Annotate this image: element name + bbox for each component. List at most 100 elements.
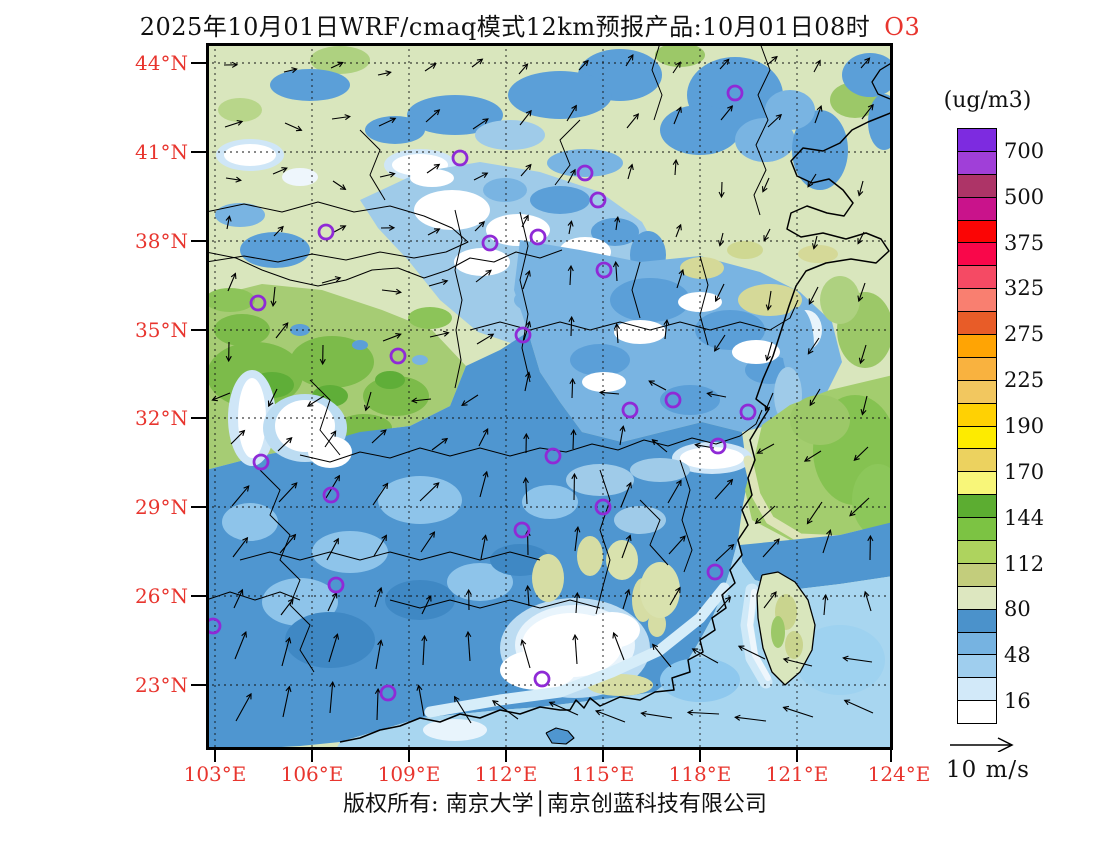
- field-blob: [614, 506, 666, 534]
- colorbar-cell: [958, 357, 996, 381]
- lat-tick-label: 38°N: [135, 229, 188, 253]
- field-blob: [660, 385, 720, 415]
- lat-tick-mark: [191, 595, 206, 597]
- colorbar-cell: [958, 312, 996, 336]
- wind-arrowhead: [461, 400, 468, 406]
- wind-arrow: [324, 430, 337, 448]
- wind-arrow: [524, 372, 530, 392]
- wind-arrowhead: [287, 598, 294, 605]
- city-marker: [481, 234, 499, 252]
- lon-tick-label: 121°E: [765, 762, 829, 786]
- wind-arrow: [428, 280, 448, 287]
- wind-arrow: [425, 109, 440, 123]
- field-blob: [375, 371, 405, 389]
- wind-arrowhead: [290, 533, 297, 541]
- field-blob: [308, 436, 352, 468]
- wind-arrowhead: [416, 684, 423, 691]
- wind-arrow: [375, 640, 382, 670]
- colorbar-cell: [958, 403, 996, 427]
- wind-arrowhead: [285, 685, 292, 693]
- boundary-line: [639, 499, 669, 566]
- lat-tick-label: 32°N: [135, 406, 188, 430]
- colorbar-tick-label: 170: [1004, 459, 1045, 484]
- wind-arrowhead: [491, 700, 499, 706]
- wind-arrowhead: [822, 593, 829, 601]
- wind-arrow: [365, 391, 372, 411]
- field-blob: [790, 395, 850, 445]
- field-blob: [290, 336, 374, 388]
- wind-arrowhead: [627, 53, 634, 61]
- wind-arrow: [519, 110, 532, 126]
- wind-arrow: [720, 105, 733, 121]
- wind-arrowhead: [843, 699, 851, 706]
- wind-arrowhead: [230, 272, 237, 280]
- field-blob: [222, 503, 278, 541]
- wind-arrow: [278, 482, 298, 503]
- wind-arrow: [574, 527, 579, 552]
- city-marker: [317, 223, 335, 241]
- wind-arrow: [569, 265, 572, 286]
- wind-arrowhead: [482, 118, 489, 125]
- wind-arrow: [814, 105, 822, 124]
- wind-arrow: [853, 446, 869, 461]
- wind-arrowhead: [478, 220, 486, 228]
- wind-arrowhead: [803, 456, 811, 462]
- wind-arrowhead: [277, 225, 284, 233]
- city-marker: [322, 486, 340, 504]
- wind-arrow: [822, 530, 831, 554]
- wind-arrow: [720, 181, 723, 198]
- wind-arrow: [376, 688, 379, 721]
- wind-arrow: [574, 635, 578, 665]
- wind-arrow: [472, 118, 489, 130]
- wind-arrowhead: [235, 176, 242, 183]
- wind-arrowhead: [237, 588, 244, 596]
- field-blob: [732, 340, 780, 364]
- wind-arrowhead: [389, 171, 396, 178]
- wind-arrow: [272, 286, 276, 306]
- wind-arrow: [522, 270, 531, 290]
- field-blob: [795, 625, 885, 695]
- field-blob: [508, 71, 612, 119]
- wind-arrowhead: [686, 709, 694, 716]
- map-border: [206, 43, 893, 750]
- wind-arrow: [715, 544, 734, 562]
- wind-arrow: [231, 485, 250, 507]
- boundary-line: [206, 201, 469, 263]
- wind-arrowhead: [395, 288, 403, 295]
- city-marker: [621, 401, 639, 419]
- wind-arrowhead: [572, 633, 579, 641]
- field-blob: [410, 169, 454, 187]
- boundary-line: [206, 591, 301, 601]
- wind-arrowhead: [727, 478, 734, 486]
- wind-arrowhead: [763, 235, 769, 242]
- field-blob: [606, 540, 638, 580]
- field-blob: [655, 43, 705, 67]
- field-blob: [414, 190, 490, 230]
- lon-tick-mark: [796, 750, 798, 762]
- wind-arrow: [807, 337, 820, 355]
- wind-arrowhead: [334, 474, 340, 482]
- wind-arrowhead: [421, 634, 428, 642]
- colorbar-cell: [958, 701, 996, 724]
- boundary-line: [309, 379, 341, 456]
- colorbar: [957, 128, 997, 724]
- wind-arrowhead: [433, 228, 441, 234]
- city-marker: [589, 191, 607, 209]
- wind-arrowhead: [807, 348, 814, 355]
- wind-arrowhead: [858, 357, 865, 365]
- boundary-line: [756, 571, 816, 686]
- wind-arrow: [475, 269, 492, 283]
- wind-arrowhead: [723, 58, 730, 65]
- wind-arrow: [518, 63, 528, 75]
- wind-arrow: [326, 538, 339, 561]
- field-blob: [365, 116, 425, 144]
- field-blob: [765, 90, 815, 130]
- wind-arrow: [861, 395, 868, 415]
- wind-arrow: [284, 122, 302, 131]
- wind-arrowhead: [624, 588, 631, 596]
- wind-arrow: [224, 120, 243, 128]
- wind-arrow: [652, 644, 672, 668]
- wind-arrow: [521, 215, 529, 228]
- wind-arrow: [424, 63, 437, 72]
- wind-arrowhead: [806, 518, 813, 525]
